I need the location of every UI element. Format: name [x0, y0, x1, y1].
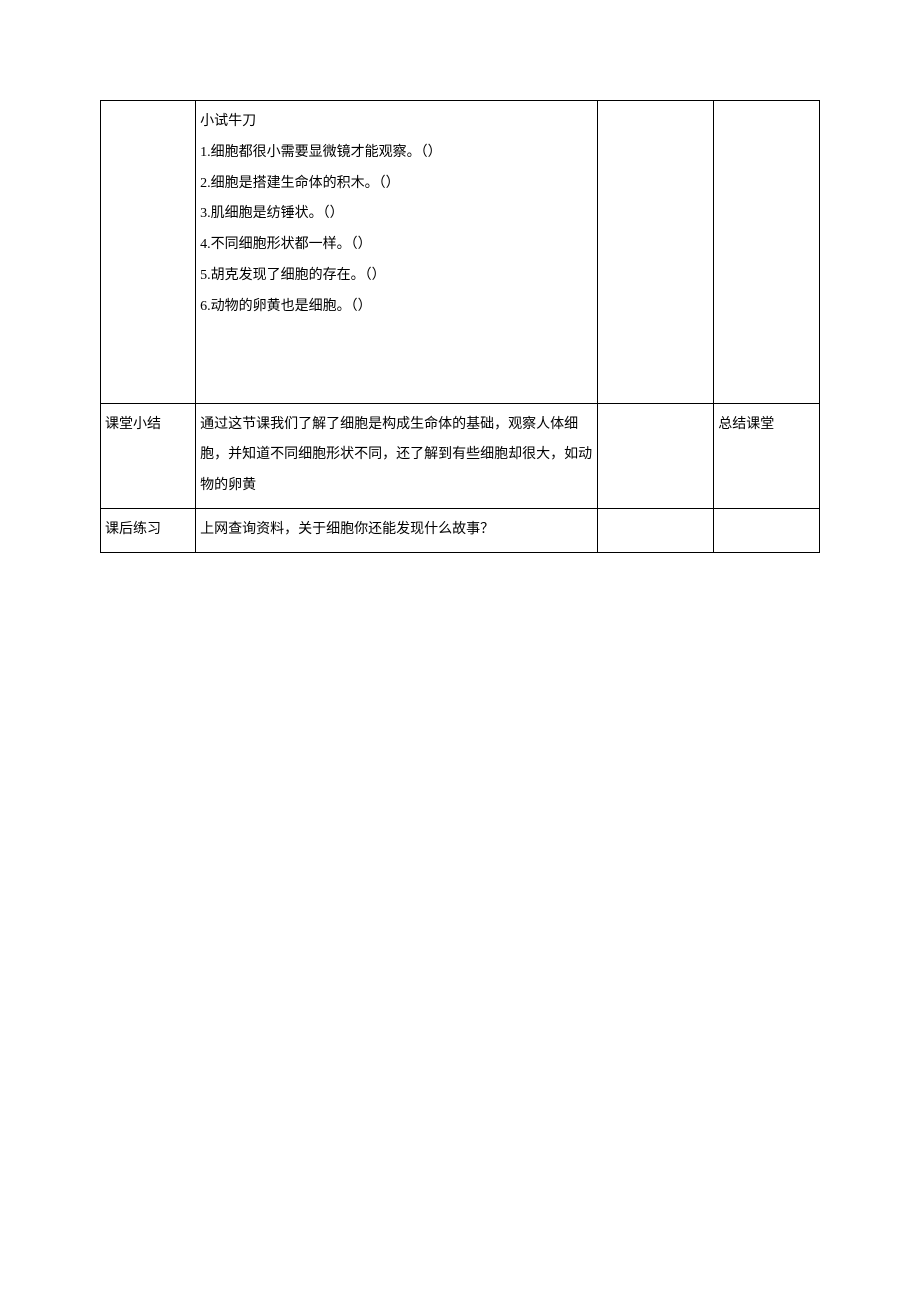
exercise-item: 6.动物的卵黄也是细胞。（）	[200, 292, 593, 323]
row2-col1: 课堂小结	[101, 403, 196, 508]
table-row: 课堂小结 通过这节课我们了解了细胞是构成生命体的基础，观察人体细胞，并知道不同细…	[101, 403, 820, 508]
row3-col3	[597, 508, 713, 552]
exercise-item: 3.肌细胞是纺锤状。（）	[200, 199, 593, 230]
row2-col4: 总结课堂	[714, 403, 820, 508]
row1-col2: 小试牛刀 1.细胞都很小需要显微镜才能观察。（） 2.细胞是搭建生命体的积木。（…	[196, 101, 598, 404]
row3-col4	[714, 508, 820, 552]
table-row: 小试牛刀 1.细胞都很小需要显微镜才能观察。（） 2.细胞是搭建生命体的积木。（…	[101, 101, 820, 404]
row1-col1	[101, 101, 196, 404]
row3-col1: 课后练习	[101, 508, 196, 552]
row1-col3	[597, 101, 713, 404]
exercise-item: 1.细胞都很小需要显微镜才能观察。（）	[200, 138, 593, 169]
row2-col3	[597, 403, 713, 508]
lesson-table: 小试牛刀 1.细胞都很小需要显微镜才能观察。（） 2.细胞是搭建生命体的积木。（…	[100, 100, 820, 553]
row1-col4	[714, 101, 820, 404]
exercise-title: 小试牛刀	[200, 107, 593, 138]
exercise-item: 4.不同细胞形状都一样。（）	[200, 230, 593, 261]
row2-col2: 通过这节课我们了解了细胞是构成生命体的基础，观察人体细胞，并知道不同细胞形状不同…	[196, 403, 598, 508]
exercise-item: 5.胡克发现了细胞的存在。（）	[200, 261, 593, 292]
row3-col2: 上网查询资料，关于细胞你还能发现什么故事？	[196, 508, 598, 552]
table-row: 课后练习 上网查询资料，关于细胞你还能发现什么故事？	[101, 508, 820, 552]
exercise-item: 2.细胞是搭建生命体的积木。（）	[200, 169, 593, 200]
